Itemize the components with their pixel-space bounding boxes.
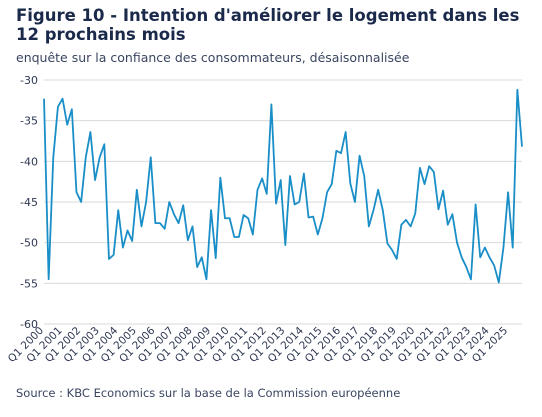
chart-title: Figure 10 - Intention d'améliorer le log…: [16, 6, 520, 44]
y-tick-label: -35: [20, 115, 38, 128]
y-tick-label: -50: [20, 237, 38, 250]
y-tick-label: -40: [20, 155, 38, 168]
chart-subtitle: enquête sur la confiance des consommateu…: [16, 50, 410, 65]
series-line: [43, 88, 523, 284]
y-tick-label: -60: [20, 318, 38, 331]
y-tick-label: -30: [20, 74, 38, 87]
y-tick-label: -45: [20, 196, 38, 209]
y-tick-label: -55: [20, 277, 38, 290]
chart-source: Source : KBC Economics sur la base de la…: [16, 386, 401, 400]
